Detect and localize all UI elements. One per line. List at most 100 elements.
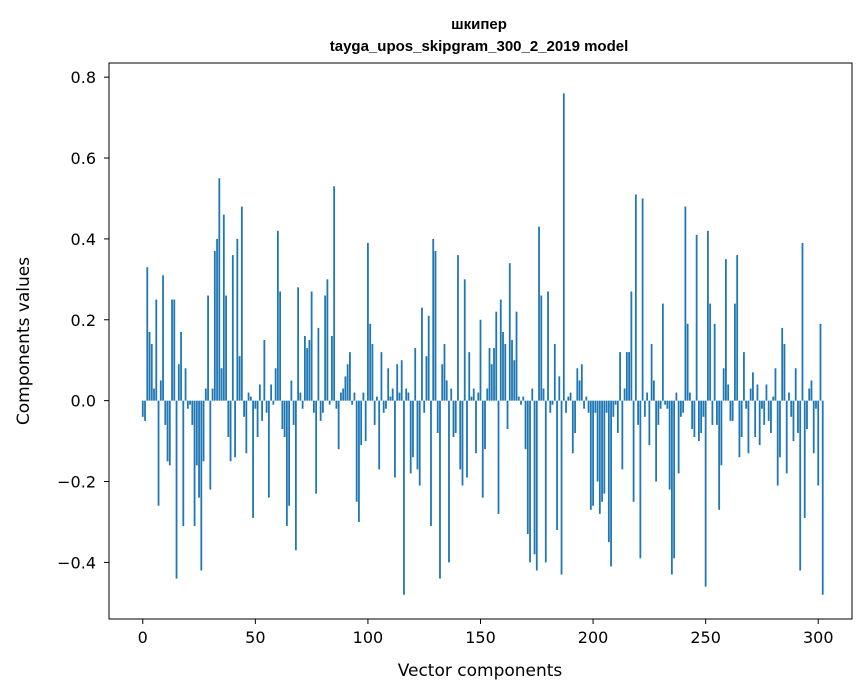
bar-150 xyxy=(479,319,482,401)
bar-125 xyxy=(423,400,426,413)
bar-153 xyxy=(486,388,489,401)
bar-3 xyxy=(148,331,151,401)
bar-41 xyxy=(234,400,236,458)
bar-155 xyxy=(490,364,493,401)
y-tick-label: 0.4 xyxy=(71,230,96,249)
bar-147 xyxy=(472,388,475,401)
bar-252 xyxy=(709,303,712,401)
bar-271 xyxy=(752,372,754,401)
bar-299 xyxy=(815,400,817,409)
bar-99 xyxy=(364,400,367,442)
bar-176 xyxy=(538,226,540,401)
bar-50 xyxy=(254,400,257,409)
bar-288 xyxy=(790,400,793,417)
bar-220 xyxy=(637,400,640,425)
bar-193 xyxy=(576,368,579,401)
bar-213 xyxy=(621,400,624,470)
bar-63 xyxy=(283,400,286,438)
bar-39 xyxy=(229,400,232,462)
bar-133 xyxy=(441,364,444,401)
bar-298 xyxy=(812,400,815,454)
bar-273 xyxy=(756,384,759,401)
bar-266 xyxy=(740,400,743,438)
bar-26 xyxy=(200,400,203,571)
bar-19 xyxy=(184,368,187,401)
bar-57 xyxy=(270,384,273,401)
bar-59 xyxy=(274,368,277,401)
bar-100 xyxy=(367,242,369,401)
bar-238 xyxy=(677,400,680,474)
x-tick-label: 0 xyxy=(138,628,148,647)
bar-87 xyxy=(337,400,340,450)
bar-171 xyxy=(526,400,529,535)
bar-97 xyxy=(360,400,363,446)
bar-264 xyxy=(736,255,739,401)
bar-230 xyxy=(659,400,662,409)
bar-119 xyxy=(409,400,412,474)
bar-218 xyxy=(632,400,635,502)
bar-92 xyxy=(349,352,351,401)
bar-139 xyxy=(454,400,457,433)
bar-17 xyxy=(180,331,182,401)
bar-250 xyxy=(704,400,707,587)
bar-287 xyxy=(788,392,790,401)
bar-204 xyxy=(601,400,603,502)
bar-224 xyxy=(646,392,649,401)
bar-118 xyxy=(407,392,410,401)
bar-154 xyxy=(488,348,491,401)
bar-206 xyxy=(605,400,608,413)
bar-251 xyxy=(707,230,709,401)
bar-233 xyxy=(666,400,669,409)
bar-80 xyxy=(321,400,324,413)
x-axis-label: Vector components xyxy=(398,661,563,681)
y-tick-label: −0.2 xyxy=(57,473,96,492)
bar-263 xyxy=(734,303,736,401)
bar-86 xyxy=(335,400,338,409)
bar-214 xyxy=(623,388,626,401)
bar-162 xyxy=(506,400,509,429)
bar-60 xyxy=(276,230,279,401)
bar-234 xyxy=(668,400,671,490)
bar-61 xyxy=(279,291,282,401)
bar-8 xyxy=(159,380,162,401)
bar-105 xyxy=(378,400,381,470)
bar-64 xyxy=(285,400,288,526)
bar-285 xyxy=(783,344,786,401)
bar-175 xyxy=(535,400,538,571)
bar-43 xyxy=(238,356,241,401)
bar-52 xyxy=(258,384,261,401)
bar-194 xyxy=(578,380,581,401)
bar-253 xyxy=(711,400,714,425)
bar-291 xyxy=(797,400,799,433)
bar-196 xyxy=(583,400,585,409)
bar-237 xyxy=(675,392,678,401)
bar-160 xyxy=(502,331,504,401)
bar-83 xyxy=(328,400,331,405)
bar-195 xyxy=(580,364,583,401)
bar-184 xyxy=(556,400,558,531)
bar-240 xyxy=(682,400,685,413)
bar-174 xyxy=(533,400,536,555)
bar-275 xyxy=(761,400,763,409)
bar-179 xyxy=(544,400,547,563)
bar-126 xyxy=(425,356,428,401)
x-tick-label: 150 xyxy=(465,628,496,647)
bar-11 xyxy=(166,400,169,462)
bar-180 xyxy=(547,291,549,401)
bar-199 xyxy=(589,400,592,510)
bar-116 xyxy=(403,400,405,595)
bar-151 xyxy=(481,400,484,498)
bar-108 xyxy=(385,400,387,409)
bar-68 xyxy=(294,400,297,551)
bar-140 xyxy=(457,255,459,401)
bar-281 xyxy=(774,368,777,401)
bar-246 xyxy=(695,234,698,401)
bar-33 xyxy=(216,238,218,401)
bar-227 xyxy=(652,380,655,401)
bar-208 xyxy=(610,400,612,567)
bar-81 xyxy=(324,295,327,401)
bar-259 xyxy=(725,259,727,401)
bar-114 xyxy=(398,392,401,401)
bar-223 xyxy=(643,400,646,417)
